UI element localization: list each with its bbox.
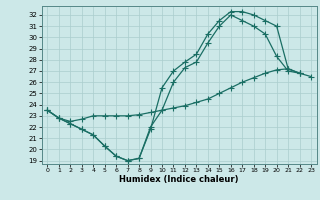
X-axis label: Humidex (Indice chaleur): Humidex (Indice chaleur) <box>119 175 239 184</box>
